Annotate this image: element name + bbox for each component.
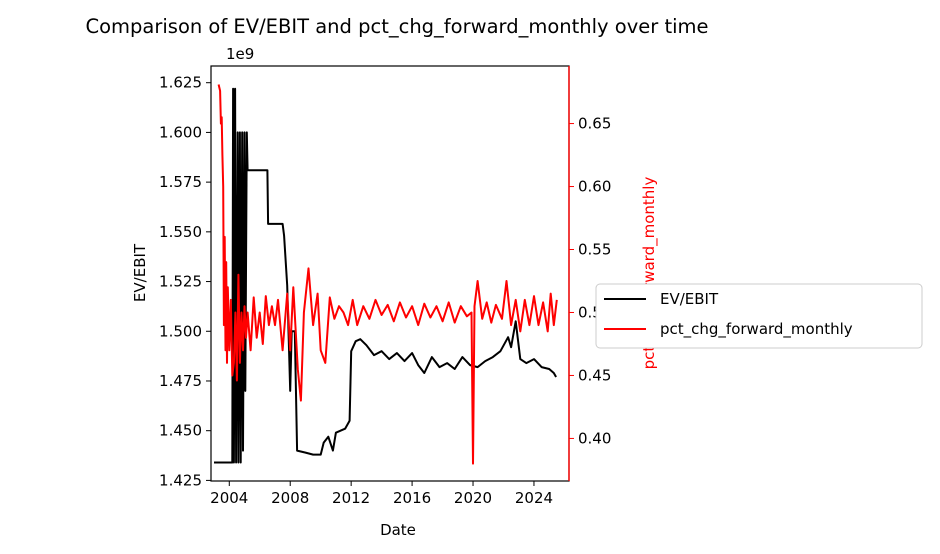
plot-frame — [210, 65, 570, 482]
x-tick-label: 2024 — [515, 489, 553, 507]
series-line — [217, 84, 558, 465]
x-axis: 2004 2008 2012 2016 2020 2024 — [210, 481, 553, 507]
left-tick-label: 1.625 — [159, 74, 202, 92]
left-tick-label: 1.525 — [159, 273, 202, 291]
right-tick-label: 0.40 — [578, 429, 611, 447]
series-line — [214, 87, 557, 464]
x-tick-label: 2008 — [271, 489, 309, 507]
left-tick-label: 1.475 — [159, 372, 202, 390]
x-axis-label: Date — [380, 521, 416, 539]
right-tick-label: 0.55 — [578, 241, 611, 259]
plot-area — [210, 65, 570, 482]
right-tick-label: 0.45 — [578, 366, 611, 384]
left-tick-label: 1.550 — [159, 223, 202, 241]
left-tick-label: 1.450 — [159, 422, 202, 440]
left-tick-label: 1.425 — [159, 471, 202, 489]
left-tick-label: 1.600 — [159, 123, 202, 141]
legend: EV/EBIT pct_chg_forward_monthly — [595, 283, 923, 349]
x-tick-label: 2020 — [454, 489, 492, 507]
right-tick-label: 0.65 — [578, 115, 611, 133]
legend-label-pct-chg: pct_chg_forward_monthly — [660, 320, 853, 339]
right-axis: 0.400.450.500.550.600.65 — [569, 115, 611, 447]
x-tick-label: 2016 — [393, 489, 431, 507]
series-pct-chg — [217, 84, 558, 465]
x-tick-label: 2012 — [332, 489, 370, 507]
legend-label-ev-ebit: EV/EBIT — [660, 290, 719, 308]
legend-box — [595, 283, 923, 349]
left-axis: 1.425 1.450 1.475 1.500 1.525 1.550 1.575 1.600… — [159, 74, 211, 489]
chart-title: Comparison of EV/EBIT and pct_chg_forwar… — [85, 15, 708, 38]
left-tick-label: 1.500 — [159, 322, 202, 340]
left-tick-label: 1.575 — [159, 173, 202, 191]
left-axis-label: EV/EBIT — [131, 243, 149, 302]
x-tick-label: 2004 — [210, 489, 248, 507]
right-tick-label: 0.60 — [578, 178, 611, 196]
series-ev-ebit — [214, 87, 557, 464]
left-axis-offset-text: 1e9 — [226, 45, 254, 63]
